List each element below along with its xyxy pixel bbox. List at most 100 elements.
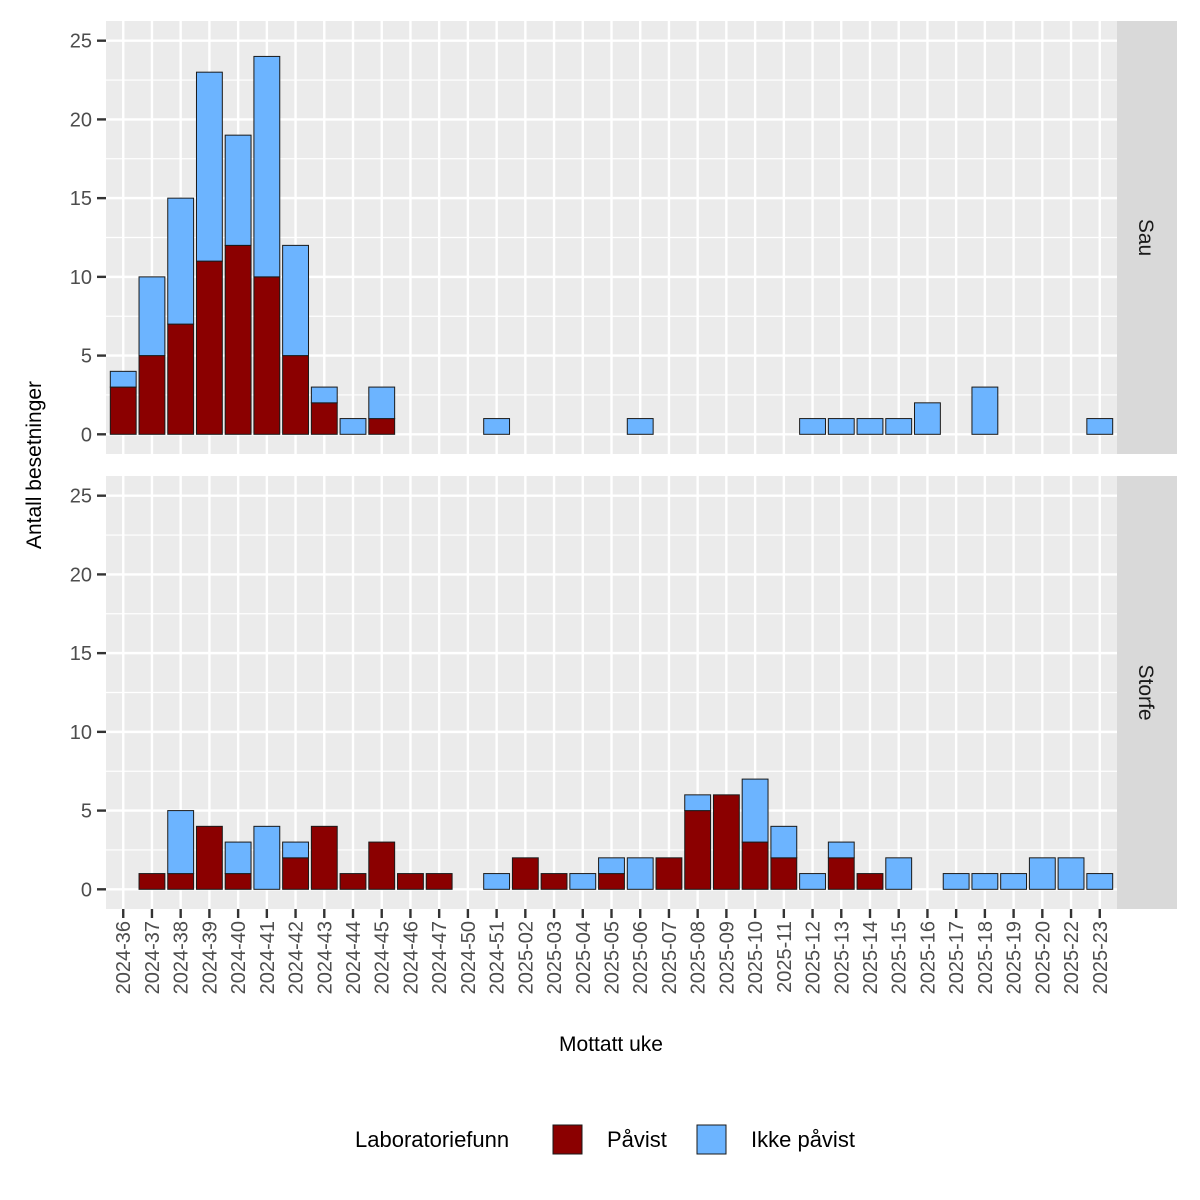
y-tick-label: 25 (70, 31, 92, 53)
panel-sau: 0 5 10 15 20 25 Sau (70, 21, 1177, 454)
x-tick-label: 2025-07 (659, 921, 681, 994)
bar-ikke-pavist (799, 418, 826, 435)
bar-ikke-pavist (224, 841, 252, 875)
legend-swatch (552, 1124, 583, 1155)
y-tick-label: 0 (81, 879, 92, 901)
x-tick-label: 2025-04 (573, 921, 595, 994)
x-tick-label: 2024-37 (142, 921, 164, 994)
y-tick-label: 15 (70, 188, 92, 210)
bar-pavist (598, 873, 625, 890)
bar-pavist (195, 260, 223, 435)
bar-ikke-pavist (598, 857, 625, 875)
y-tick-label: 20 (70, 564, 92, 586)
panel-storfe: 0 5 10 15 20 25 Storfe (70, 476, 1177, 909)
legend-title: Laboratoriefunn (355, 1127, 509, 1152)
y-tick-label: 5 (81, 346, 92, 368)
facet-strip (1117, 476, 1177, 909)
bar-pavist (511, 857, 539, 890)
bar-ikke-pavist (310, 386, 338, 404)
bar-pavist (684, 810, 712, 890)
y-tick-label: 15 (70, 643, 92, 665)
bar-ikke-pavist (885, 857, 913, 890)
x-tick-label: 2024-46 (400, 921, 422, 994)
bar-ikke-pavist (1000, 873, 1028, 890)
x-tick-label: 2025-08 (688, 921, 710, 994)
y-tick-label: 0 (81, 424, 92, 446)
bar-pavist (770, 857, 798, 890)
bar-pavist (425, 873, 453, 890)
bar-ikke-pavist (1057, 857, 1085, 890)
y-tick-label: 10 (70, 722, 92, 744)
x-tick-label: 2024-51 (487, 921, 509, 994)
bar-ikke-pavist (253, 55, 281, 278)
x-tick-label: 2025-20 (1032, 921, 1054, 994)
bar-ikke-pavist (195, 71, 223, 262)
facet-label: Storfe (1134, 664, 1157, 720)
bar-ikke-pavist (971, 873, 999, 890)
x-tick-label: 2025-22 (1061, 921, 1083, 994)
bar-ikke-pavist (109, 370, 137, 388)
x-axis: 2024-36 2024-37 2024-38 2024-39 2024-40 2024-… (113, 909, 1112, 994)
bar-ikke-pavist (856, 418, 884, 435)
bar-ikke-pavist (138, 276, 166, 357)
bar-pavist (368, 418, 396, 435)
bar-pavist (741, 841, 769, 890)
bar-pavist (109, 386, 137, 435)
x-tick-label: 2025-02 (515, 921, 537, 994)
legend-label: Ikke påvist (751, 1127, 855, 1152)
bar-pavist (138, 873, 166, 890)
bar-pavist (397, 873, 424, 890)
bar-ikke-pavist (167, 810, 195, 875)
y-tick-label: 20 (70, 109, 92, 131)
x-axis-title: Mottatt uke (559, 1033, 663, 1056)
legend-swatch (696, 1124, 727, 1155)
bar-ikke-pavist (483, 873, 511, 890)
bar-pavist (310, 825, 338, 890)
bar-ikke-pavist (569, 873, 597, 890)
x-tick-label: 2024-47 (429, 921, 451, 994)
bar-ikke-pavist (942, 873, 970, 890)
bar-ikke-pavist (253, 825, 281, 890)
bar-ikke-pavist (914, 402, 941, 435)
bar-ikke-pavist (741, 778, 769, 843)
bar-pavist (827, 857, 855, 890)
bar-pavist (224, 244, 252, 435)
x-tick-label: 2024-36 (113, 921, 135, 994)
legend: Laboratoriefunn Påvist Ikke påvist (355, 1124, 855, 1155)
x-tick-label: 2025-13 (831, 921, 853, 994)
panels: 0 5 10 15 20 25 Sau 0 5 10 15 20 25 Storfe (70, 21, 1177, 909)
facet-label: Sau (1134, 219, 1157, 256)
x-tick-label: 2024-41 (257, 921, 279, 994)
bar-ikke-pavist (483, 418, 511, 435)
x-tick-label: 2025-09 (716, 921, 738, 994)
x-tick-label: 2024-40 (228, 921, 250, 994)
x-tick-label: 2024-50 (458, 921, 480, 994)
bar-ikke-pavist (626, 418, 654, 435)
x-tick-label: 2025-10 (745, 921, 767, 994)
x-tick-label: 2025-14 (860, 921, 882, 994)
x-tick-label: 2024-43 (314, 921, 336, 994)
facet-strip (1117, 21, 1177, 454)
x-tick-label: 2024-38 (171, 921, 193, 994)
y-tick-label: 25 (70, 486, 92, 508)
bar-pavist (310, 402, 338, 435)
bar-pavist (224, 873, 252, 890)
bar-ikke-pavist (770, 825, 798, 859)
bar-ikke-pavist (885, 418, 913, 435)
bar-ikke-pavist (224, 134, 252, 246)
bar-pavist (167, 323, 195, 435)
bar-pavist (368, 841, 396, 890)
bar-ikke-pavist (971, 386, 999, 435)
x-tick-label: 2025-16 (917, 921, 939, 994)
x-tick-label: 2025-17 (946, 921, 968, 994)
bar-pavist (339, 873, 367, 890)
bar-ikke-pavist (368, 386, 396, 420)
bar-pavist (282, 857, 309, 890)
bar-ikke-pavist (282, 244, 309, 357)
x-tick-label: 2025-18 (975, 921, 997, 994)
y-tick-label: 5 (81, 801, 92, 823)
x-tick-label: 2024-44 (343, 921, 365, 994)
y-axis-title: Antall besetninger (23, 381, 46, 549)
bar-pavist (856, 873, 884, 890)
